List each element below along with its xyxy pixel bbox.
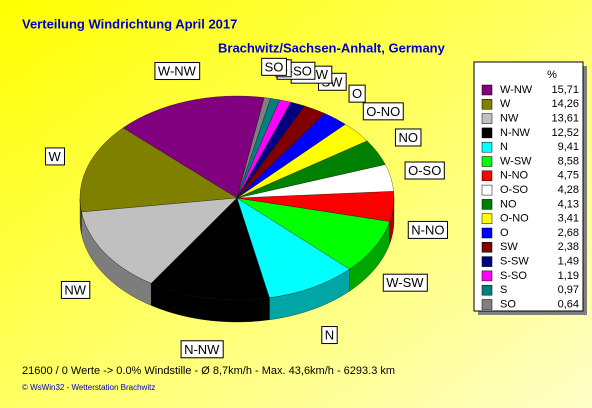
legend-swatch bbox=[481, 127, 493, 139]
legend-swatch bbox=[481, 84, 493, 96]
legend-value: 1,19 bbox=[558, 270, 579, 282]
chart-subtitle: Brachwitz/Sachsen-Anhalt, Germany bbox=[218, 40, 446, 55]
legend-swatch bbox=[481, 184, 493, 196]
legend-swatch bbox=[481, 156, 493, 167]
slice bbox=[81, 197, 238, 284]
slice bbox=[79, 127, 238, 213]
slice-label: W bbox=[48, 149, 61, 164]
footer: 21600 / 0 Werte -> 0.0% Windstille - Ø 8… bbox=[22, 365, 395, 377]
legend-swatch bbox=[481, 113, 493, 124]
slice-label: O bbox=[352, 86, 362, 101]
legend-label: O-NO bbox=[500, 213, 529, 225]
legend-value: 0,97 bbox=[558, 284, 579, 296]
legend-label: W-NW bbox=[500, 84, 533, 96]
legend-swatch bbox=[481, 99, 493, 110]
legend-swatch bbox=[481, 170, 493, 182]
chart-title: Verteilung Windrichtung April 2017 bbox=[22, 16, 237, 31]
legend-swatch bbox=[481, 299, 493, 310]
slice-label-box bbox=[404, 161, 445, 180]
slice-label: O-NO bbox=[366, 104, 400, 119]
legend-swatch bbox=[481, 270, 493, 282]
legend-swatch bbox=[481, 199, 493, 210]
slice-label: NW bbox=[64, 282, 86, 297]
legend-value: 3,41 bbox=[558, 213, 579, 225]
legend-label: W bbox=[500, 98, 511, 110]
legend-label: O-SO bbox=[500, 184, 529, 196]
slice bbox=[236, 97, 271, 199]
slice-label-box bbox=[407, 220, 448, 239]
legend-label: W-SW bbox=[500, 155, 532, 167]
legend-value: 4,75 bbox=[558, 170, 579, 182]
legend-label: S-SO bbox=[500, 270, 527, 282]
legend-label: N-NW bbox=[500, 127, 531, 139]
legend-label: O bbox=[500, 227, 509, 239]
legend-swatch bbox=[481, 284, 493, 296]
legend-value: 12,52 bbox=[551, 127, 579, 139]
slice-label: N-NW bbox=[184, 342, 220, 357]
legend-label: S-SW bbox=[500, 256, 529, 268]
slice-label: SO bbox=[265, 59, 284, 74]
slice bbox=[122, 95, 265, 199]
legend-label: SW bbox=[500, 241, 518, 253]
legend-swatch bbox=[481, 213, 493, 224]
slice-label: N-NO bbox=[411, 222, 444, 237]
slice-label-box bbox=[321, 326, 338, 345]
legend-swatch bbox=[481, 141, 493, 153]
credits: © WsWin32 - Wetterstation Brachwitz bbox=[22, 383, 155, 392]
slice-label-box bbox=[154, 62, 201, 81]
slice-label: W-SW bbox=[386, 275, 424, 290]
slice-label-box bbox=[180, 340, 224, 359]
legend-label: S bbox=[500, 284, 507, 296]
legend-value: 4,28 bbox=[558, 184, 579, 196]
legend-label: N bbox=[500, 141, 508, 153]
legend-label: NW bbox=[500, 113, 519, 125]
legend-header: % bbox=[547, 69, 557, 81]
legend-value: 9,41 bbox=[558, 141, 579, 153]
legend-label: SO bbox=[500, 298, 516, 310]
legend-value: 2,38 bbox=[558, 241, 579, 253]
legend-swatch bbox=[481, 227, 493, 239]
slice-label: N bbox=[325, 328, 334, 343]
legend-value: 14,26 bbox=[551, 98, 579, 110]
legend-value: 4,13 bbox=[558, 198, 579, 210]
slice-label-box bbox=[44, 147, 65, 166]
legend-value: 8,58 bbox=[558, 155, 579, 167]
slice bbox=[236, 197, 390, 270]
legend-value: 15,71 bbox=[551, 84, 579, 96]
legend-value: 1,49 bbox=[558, 256, 579, 268]
slice bbox=[236, 197, 350, 298]
legend-label: N-NO bbox=[500, 170, 529, 182]
legend-value: 13,61 bbox=[551, 113, 579, 125]
slice-label-box bbox=[348, 84, 366, 103]
slice-label-box bbox=[60, 280, 91, 299]
legend-label: NO bbox=[500, 198, 517, 210]
slice-label: W-NW bbox=[158, 64, 197, 79]
slice-label-box bbox=[382, 273, 428, 292]
slice bbox=[150, 197, 270, 301]
legend-value: 2,68 bbox=[558, 227, 579, 239]
legend-value: 0,64 bbox=[558, 298, 579, 310]
legend-swatch bbox=[481, 242, 493, 253]
slice-label-box bbox=[362, 102, 404, 121]
slice-label: NO bbox=[398, 130, 418, 145]
legend-swatch bbox=[481, 256, 493, 267]
slice-label-box bbox=[261, 57, 287, 76]
slice-label-box bbox=[394, 128, 422, 147]
slice-label: O-SO bbox=[408, 163, 441, 178]
